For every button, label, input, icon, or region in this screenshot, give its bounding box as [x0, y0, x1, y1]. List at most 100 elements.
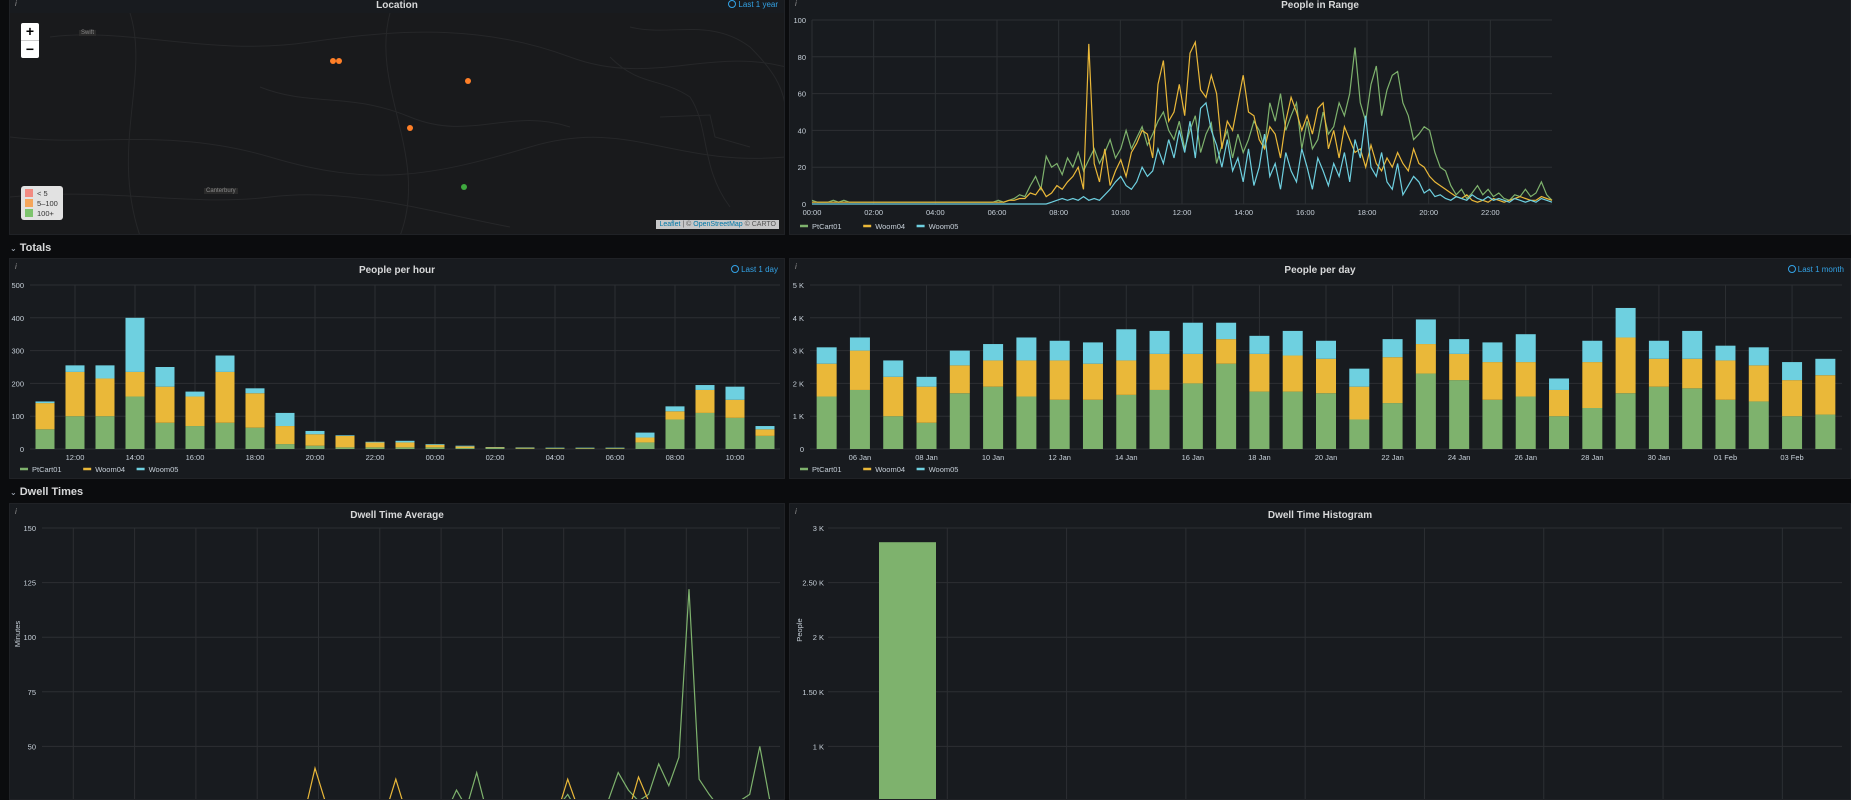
- bar-segment-woom04: [695, 389, 715, 413]
- bar-segment-woom05: [185, 391, 205, 397]
- y-tick-label: 0: [802, 200, 806, 209]
- panel-info-icon[interactable]: i: [15, 507, 17, 516]
- people-per-day-chart[interactable]: 0 1 K 2 K 3 K 4 K 5 K 06 Jan 08 Jan 10 Jan 12 Jan…: [790, 259, 1851, 479]
- bar-segment-woom04: [305, 434, 325, 446]
- location-panel: i Location Last 1 year Swift Canterbury …: [9, 0, 785, 235]
- osm-link[interactable]: OpenStreetMap: [693, 221, 743, 228]
- map-canvas[interactable]: [10, 0, 785, 235]
- bar-segment-ptcart01: [125, 396, 145, 449]
- clock-icon: [1787, 265, 1796, 273]
- zoom-in-button[interactable]: +: [21, 23, 39, 41]
- y-tick-label: 100: [793, 16, 806, 25]
- x-tick-label: 02:00: [486, 453, 505, 462]
- panel-info-icon[interactable]: i: [795, 507, 797, 516]
- bar-segment-woom05: [275, 412, 295, 427]
- bar-segment-woom05: [1049, 340, 1070, 361]
- bar-segment-woom05: [335, 435, 355, 436]
- panel-title[interactable]: People per day: [1284, 265, 1356, 276]
- row-totals[interactable]: ⌄ Totals: [10, 242, 51, 254]
- leaflet-link[interactable]: Leaflet: [659, 221, 681, 228]
- people-per-hour-chart[interactable]: 0 100 200 300 400 500 12:00 14:00 16:00 18:00 20:0…: [10, 259, 785, 479]
- panel-info-icon[interactable]: i: [795, 0, 797, 8]
- x-tick-label: 01 Feb: [1714, 453, 1737, 462]
- bar-segment-ptcart01: [1016, 396, 1037, 449]
- people-in-range-chart[interactable]: 0 20 40 60 80 100 00:00 02:00 04:00 06:00 08:00 10:…: [790, 0, 1851, 235]
- time-range-badge[interactable]: Last 1 month: [1787, 265, 1844, 274]
- x-tick-label: 16 Jan: [1182, 453, 1205, 462]
- dwell-time-average-chart[interactable]: 50 75 100 125 150 Minutes: [10, 504, 785, 800]
- bar-segment-woom04: [1382, 357, 1403, 404]
- bar-segment-ptcart01: [605, 448, 625, 449]
- bar-segment-ptcart01: [883, 416, 904, 449]
- bar-segment-woom05: [695, 385, 715, 390]
- bar-segment-woom04: [185, 396, 205, 427]
- x-tick-label: 16:00: [1296, 208, 1315, 217]
- bar-segment-woom04: [755, 429, 775, 436]
- panel-title[interactable]: People per hour: [358, 265, 436, 276]
- map-marker: [465, 78, 471, 84]
- legend-label: PtCart01: [812, 465, 842, 474]
- dwell-time-histogram-chart[interactable]: 1 K 1.50 K 2 K 2.50 K 3 K People: [790, 504, 1851, 800]
- bar-segment-ptcart01: [95, 416, 115, 449]
- time-range-badge[interactable]: Last 1 year: [728, 0, 778, 9]
- bar-segment-woom05: [949, 350, 970, 366]
- y-tick-label: 4 K: [793, 314, 804, 323]
- x-tick-label: 08:00: [666, 453, 685, 462]
- legend-label: Woom04: [875, 465, 905, 474]
- x-tick-label: 26 Jan: [1514, 453, 1537, 462]
- map-legend: < 5 5–100 100+: [21, 186, 63, 220]
- panel-info-icon[interactable]: i: [15, 0, 17, 8]
- x-tick-label: 18 Jan: [1248, 453, 1271, 462]
- panel-title[interactable]: Dwell Time Histogram: [1267, 510, 1373, 521]
- x-tick-label: 10:00: [1111, 208, 1130, 217]
- panel-info-icon[interactable]: i: [795, 262, 797, 271]
- map-marker: [330, 58, 336, 64]
- bar-segment-woom05: [665, 406, 685, 412]
- bar-segment-woom04: [1449, 353, 1470, 381]
- time-range-badge[interactable]: Last 1 day: [731, 265, 778, 274]
- x-tick-label: 12:00: [1173, 208, 1192, 217]
- series-line-ptcart01: [451, 589, 771, 799]
- y-tick-label: 200: [11, 379, 24, 388]
- bar-segment-woom04: [1748, 365, 1769, 402]
- bar-segment-woom05: [983, 344, 1004, 361]
- panel-info-icon[interactable]: i: [15, 262, 17, 271]
- zoom-out-button[interactable]: −: [21, 41, 39, 58]
- bar-segment-ptcart01: [1049, 399, 1070, 449]
- bar-segment-woom05: [1415, 319, 1436, 345]
- bar-segment-woom04: [1149, 353, 1170, 390]
- bar-segment-ptcart01: [485, 448, 505, 449]
- bar-segment-ptcart01: [545, 448, 565, 449]
- bar-segment-woom05: [1449, 339, 1470, 354]
- panel-title[interactable]: People in Range: [1281, 0, 1359, 11]
- bar-segment-ptcart01: [395, 447, 415, 449]
- bar-segment-woom04: [485, 447, 505, 449]
- bar-segment-ptcart01: [365, 447, 385, 449]
- row-dwell-times[interactable]: ⌄ Dwell Times: [10, 486, 83, 498]
- bar-segment-woom05: [1282, 330, 1303, 356]
- bar-segment-woom05: [125, 317, 145, 372]
- bar-segment-woom04: [1082, 363, 1103, 400]
- panel-title[interactable]: Location: [376, 0, 418, 11]
- y-tick-label: 3 K: [813, 524, 824, 533]
- y-tick-label: 100: [23, 633, 36, 642]
- bar-segment-woom04: [1815, 375, 1836, 415]
- bar-segment-woom04: [1249, 353, 1270, 392]
- bar-segment-ptcart01: [1116, 394, 1137, 449]
- y-tick-label: 100: [11, 412, 24, 421]
- bar-segment-woom05: [1615, 307, 1636, 338]
- bar-segment-woom04: [1316, 358, 1336, 394]
- bar-segment-woom05: [425, 444, 445, 445]
- bar-segment-woom05: [35, 401, 55, 404]
- panel-title[interactable]: Dwell Time Average: [350, 510, 444, 521]
- bar-segment-ptcart01: [1149, 389, 1170, 449]
- bar-segment-woom05: [365, 441, 385, 443]
- bar-segment-woom05: [1149, 330, 1170, 354]
- legend-label: Woom05: [929, 465, 959, 474]
- bar-segment-woom04: [916, 386, 937, 423]
- bar-segment-woom05: [1182, 322, 1203, 354]
- bar-segment-woom04: [1682, 358, 1703, 389]
- bar-segment-ptcart01: [1482, 399, 1503, 449]
- bar-segment-ptcart01: [1082, 399, 1103, 449]
- bar-segment-woom04: [1216, 339, 1237, 364]
